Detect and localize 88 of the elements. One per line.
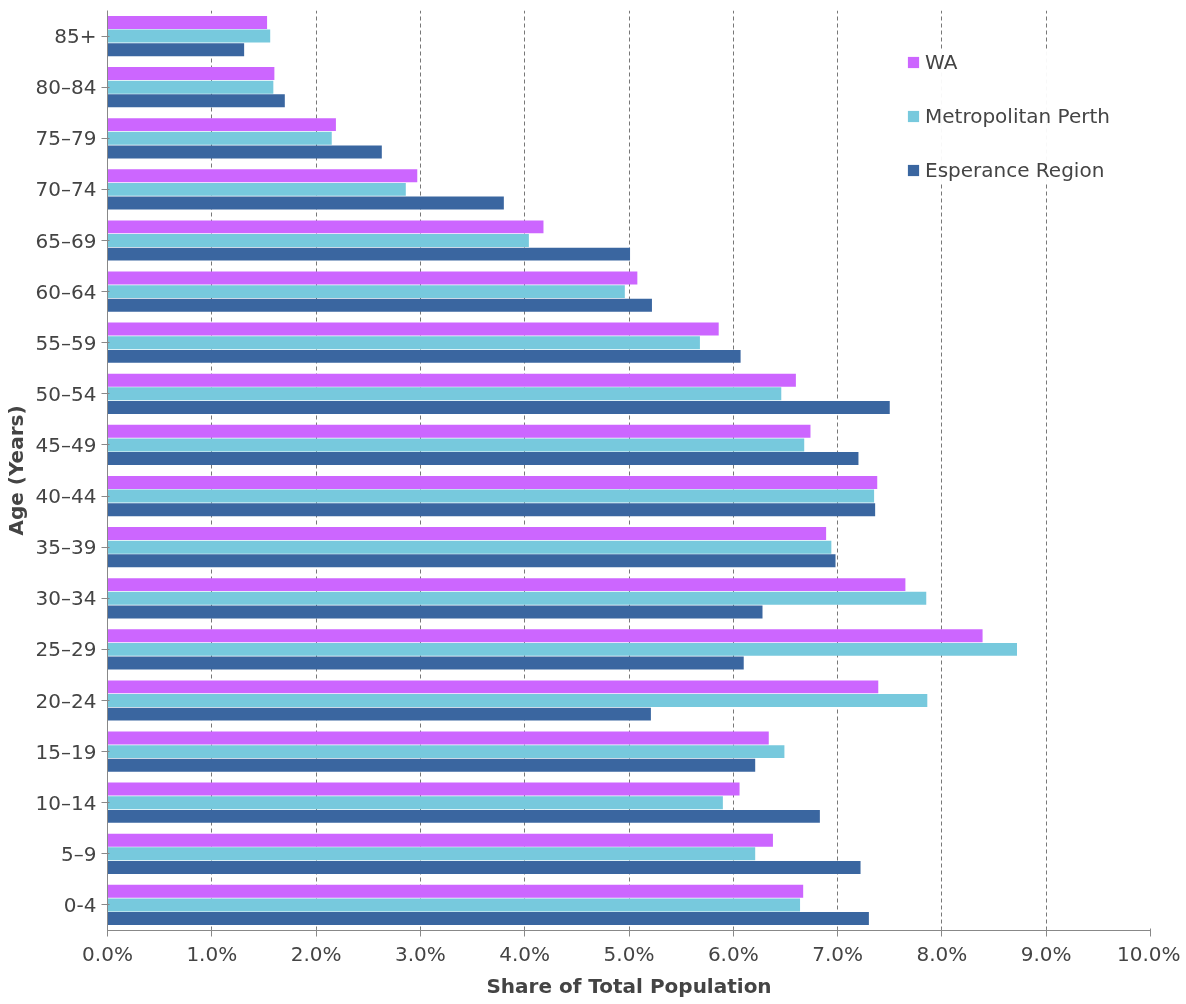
- y-tick-label: 75–79: [35, 126, 97, 151]
- bar: [107, 578, 906, 592]
- bar: [107, 554, 836, 568]
- x-tick-label: 0.0%: [82, 941, 133, 966]
- bar: [107, 912, 869, 926]
- bar: [107, 782, 740, 796]
- y-tick-label: 5–9: [61, 841, 97, 866]
- bar: [107, 118, 336, 132]
- bar: [107, 234, 529, 247]
- y-tick-label: 40–44: [35, 484, 97, 509]
- bar: [107, 503, 876, 517]
- bar: [107, 196, 504, 210]
- y-tick-label: 35–39: [35, 535, 97, 560]
- y-tick-label: 30–34: [35, 586, 97, 611]
- x-tick-label: 3.0%: [394, 941, 446, 966]
- bar: [107, 145, 382, 159]
- x-tick-label: 6.0%: [707, 941, 759, 966]
- y-axis-title: Age (Years): [3, 405, 28, 536]
- bar: [107, 680, 879, 694]
- bar: [107, 527, 827, 541]
- bar: [107, 182, 406, 196]
- bar: [107, 605, 763, 619]
- bar: [107, 169, 418, 183]
- y-tick-label: 15–19: [35, 739, 97, 764]
- bar: [107, 809, 820, 823]
- bar: [107, 400, 890, 414]
- bar: [107, 489, 875, 503]
- y-tick-label: 55–59: [35, 330, 97, 355]
- bar: [107, 349, 741, 363]
- bar: [107, 43, 245, 57]
- x-tick-label: 9.0%: [1020, 941, 1072, 966]
- x-tick-label: 7.0%: [812, 941, 864, 966]
- bar: [107, 591, 927, 605]
- bar: [107, 629, 983, 643]
- bar: [107, 847, 756, 861]
- bar: [107, 15, 268, 29]
- bar: [107, 656, 744, 670]
- bar: [107, 387, 782, 401]
- y-tick-label: 25–29: [35, 637, 97, 662]
- bar: [107, 694, 928, 707]
- bar: [107, 475, 878, 489]
- x-tick-label: 2.0%: [290, 941, 342, 966]
- bar: [107, 731, 769, 745]
- bar: [107, 271, 638, 285]
- bar: [107, 707, 651, 721]
- bar: [107, 884, 804, 898]
- bar: [107, 322, 719, 336]
- bar: [107, 796, 723, 810]
- bar: [107, 540, 832, 554]
- y-tick-label: 65–69: [35, 228, 97, 253]
- bar: [107, 833, 773, 847]
- bar: [107, 860, 861, 874]
- bar: [107, 80, 274, 94]
- x-tick-label: 1.0%: [186, 941, 238, 966]
- y-tick-label: 70–74: [35, 177, 97, 202]
- y-tick-label: 60–64: [35, 279, 97, 304]
- x-axis-title: Share of Total Population: [486, 973, 772, 998]
- bar: [107, 898, 801, 912]
- bar: [107, 373, 796, 387]
- bar: [107, 220, 544, 234]
- y-tick-label: 20–24: [35, 688, 97, 713]
- y-tick-label: 85+: [54, 24, 97, 49]
- bar: [107, 29, 271, 43]
- bar: [107, 67, 275, 81]
- bar: [107, 94, 285, 108]
- y-tick-label: 10–14: [35, 790, 97, 815]
- bar: [107, 758, 756, 772]
- legend-label: Metropolitan Perth: [925, 104, 1110, 128]
- bar: [107, 298, 652, 312]
- bar: [107, 424, 811, 438]
- x-tick-label: 5.0%: [603, 941, 655, 966]
- x-tick-label: 8.0%: [916, 941, 968, 966]
- legend-label: WA: [925, 50, 958, 74]
- bar: [107, 131, 332, 145]
- y-tick-label: 80–84: [35, 75, 97, 100]
- legend-label: Esperance Region: [925, 158, 1105, 182]
- bar: [107, 336, 700, 350]
- x-tick-label: 10.0%: [1116, 941, 1181, 966]
- bar: [107, 745, 785, 759]
- bar: [107, 452, 859, 466]
- y-tick-label: 45–49: [35, 432, 97, 457]
- bar: [107, 642, 1017, 656]
- bar: [107, 247, 631, 261]
- y-tick-label: 50–54: [35, 381, 97, 406]
- bar: [107, 438, 805, 452]
- x-tick-label: 4.0%: [499, 941, 551, 966]
- bar: [107, 285, 625, 299]
- y-tick-label: 0-4: [63, 892, 97, 917]
